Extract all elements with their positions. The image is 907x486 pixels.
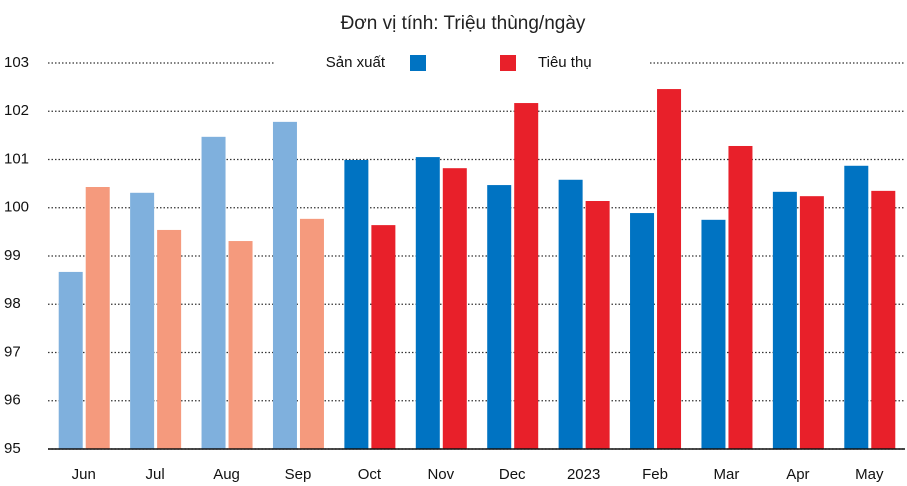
x-tick-label: Mar [714,466,740,483]
legend-label: Sản xuất [326,54,386,71]
y-tick-label: 103 [4,54,29,71]
bar [585,200,610,449]
bar [558,179,583,449]
x-tick-label: Jul [146,466,165,483]
bar [799,196,824,449]
bar [871,190,896,450]
bar [514,103,539,450]
x-tick-label: Feb [642,466,668,483]
bar [228,241,253,449]
y-tick-label: 99 [4,247,21,264]
x-tick-label: Nov [427,466,454,483]
bar [201,136,226,449]
bar [344,159,369,450]
y-tick-label: 96 [4,392,21,409]
legend-background [275,51,650,75]
bar [130,192,155,450]
x-tick-label: May [855,466,884,483]
y-tick-label: 100 [4,199,29,216]
chart-subtitle: Đơn vị tính: Triệu thùng/ngày [341,13,586,34]
bar [844,165,869,449]
legend-swatch [500,55,516,71]
bar [371,225,396,449]
y-tick-label: 101 [4,150,29,167]
x-tick-label: Dec [499,466,526,483]
y-tick-label: 98 [4,295,21,312]
bar [657,89,682,450]
bar [272,121,297,450]
x-tick-label: Sep [285,466,312,483]
y-tick-label: 95 [4,440,21,457]
bar [85,187,110,449]
x-tick-label: Aug [213,466,240,483]
x-tick-label: Apr [786,466,809,483]
legend-swatch [410,55,426,71]
bar [442,168,467,449]
bar [157,229,182,449]
y-tick-label: 97 [4,343,21,360]
legend-label: Tiêu thụ [538,54,592,71]
bar [487,185,512,449]
bar [772,191,797,449]
y-tick-label: 102 [4,102,29,119]
bar [299,218,324,449]
bar [728,145,753,450]
x-tick-label: Oct [358,466,382,483]
x-tick-label: 2023 [567,466,600,483]
bar [630,213,655,449]
x-tick-label: Jun [72,466,96,483]
bar [415,157,440,449]
bar [701,219,726,449]
bar [58,271,83,449]
